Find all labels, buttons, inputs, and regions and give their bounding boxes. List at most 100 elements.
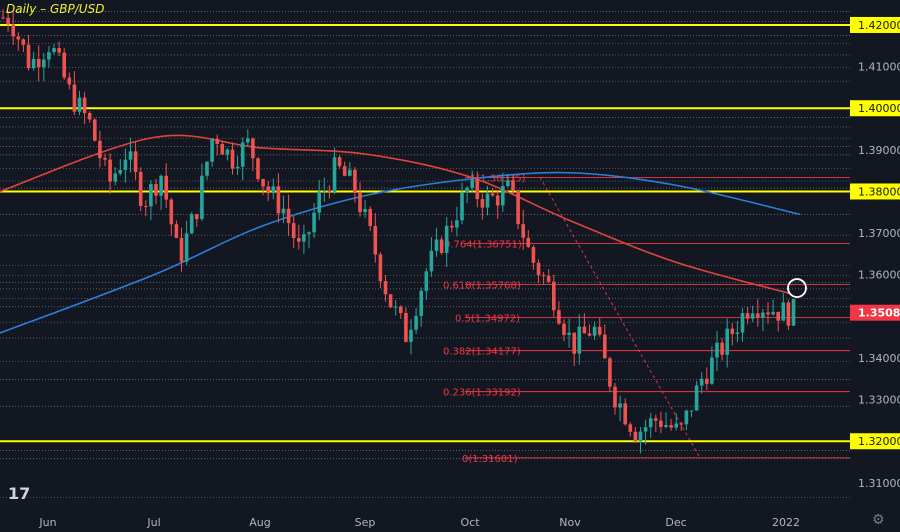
candle-body	[541, 275, 546, 277]
candle-body	[404, 312, 408, 342]
candle-body	[577, 326, 582, 354]
candle	[322, 177, 327, 202]
candle-body	[455, 220, 459, 228]
candle-body	[378, 254, 383, 282]
candle-body	[572, 332, 576, 354]
candle	[393, 300, 398, 316]
time-tick-label: Aug	[249, 516, 270, 529]
candle-body	[490, 193, 495, 196]
candle-body	[149, 184, 153, 207]
candle	[154, 178, 158, 205]
candle-body	[98, 140, 102, 159]
candle	[312, 203, 316, 239]
candle	[327, 185, 332, 199]
candle	[210, 137, 214, 167]
candle	[373, 213, 378, 263]
candle	[383, 275, 388, 302]
candle	[745, 306, 750, 325]
candle	[597, 318, 602, 337]
key-level-price-tag	[850, 16, 900, 33]
candle	[87, 111, 92, 123]
candle-body	[195, 214, 199, 220]
time-tick-label: Dec	[665, 516, 686, 529]
candle-body	[57, 48, 61, 53]
candle-body	[669, 425, 673, 428]
candle	[72, 70, 77, 116]
candle	[516, 189, 520, 230]
candle	[725, 318, 729, 368]
candle	[103, 153, 107, 167]
candle	[781, 292, 786, 321]
candle	[42, 53, 46, 82]
moving-averages	[0, 134, 801, 334]
candle	[705, 367, 709, 391]
price-tick-label: 1.33000	[858, 394, 900, 407]
candle-body	[174, 224, 179, 238]
candle-body	[567, 332, 571, 335]
candle-body	[730, 328, 735, 334]
candle	[791, 298, 796, 326]
candle-body	[750, 313, 755, 319]
candle-body	[36, 58, 41, 68]
candle-body	[546, 276, 551, 282]
candle-body	[164, 175, 168, 200]
price-axis-background	[850, 0, 900, 532]
candle	[31, 51, 36, 71]
fib-label: 0.382(1.34177)	[443, 347, 521, 358]
candle	[521, 209, 525, 250]
candle	[424, 267, 429, 300]
price-tick-label: 1.38000	[858, 185, 900, 198]
candle	[113, 167, 117, 186]
candle-body	[720, 342, 724, 355]
candle-body	[531, 247, 536, 263]
candle	[694, 380, 699, 411]
candle-body	[516, 190, 520, 225]
candle-body	[26, 44, 31, 69]
candle-body	[118, 169, 123, 174]
candle	[118, 159, 123, 176]
candle	[490, 187, 495, 197]
candle-body	[87, 113, 92, 120]
settings-gear-icon[interactable]: ⚙	[872, 512, 885, 528]
candle-body	[261, 179, 265, 187]
candle	[246, 129, 250, 147]
price-tick-label: 1.40000	[858, 102, 900, 115]
candle-body	[77, 97, 82, 112]
candle-body	[286, 208, 291, 224]
candle-body	[521, 224, 525, 238]
time-axis[interactable]: Jun Jul Aug Sep Oct Nov Dec 2022	[0, 512, 900, 532]
candle-body	[684, 410, 689, 425]
candle-body	[179, 237, 184, 262]
candle	[388, 293, 393, 309]
candle	[766, 301, 770, 324]
candle	[756, 299, 760, 327]
candle-body	[251, 138, 255, 159]
candle	[21, 38, 26, 53]
price-axis[interactable]: 1.31000 1.32000 1.33000 1.34000 1.36000 1.370…	[850, 0, 900, 532]
candle	[450, 220, 454, 233]
candle	[399, 305, 403, 319]
candle-body	[348, 169, 352, 176]
candle-body	[638, 431, 643, 442]
candle-body	[220, 143, 225, 155]
candle-body	[332, 157, 337, 192]
candle	[669, 418, 673, 431]
candle-body	[62, 52, 66, 78]
price-tick-label: 1.41000	[858, 61, 900, 74]
candle	[317, 179, 321, 220]
candle	[368, 206, 372, 232]
candle	[215, 134, 219, 156]
time-axis-background	[0, 512, 900, 532]
candle-body	[511, 180, 515, 191]
candle	[353, 167, 357, 203]
candle	[475, 171, 480, 208]
candle	[618, 395, 622, 422]
candle-body	[710, 357, 714, 384]
candle-body	[123, 159, 128, 170]
price-tick-label: 1.34000	[858, 352, 900, 365]
candle-body	[409, 329, 413, 342]
fib-label: 0.5(1.34972)	[455, 314, 520, 325]
candle-body	[307, 232, 311, 235]
candle	[592, 321, 597, 340]
